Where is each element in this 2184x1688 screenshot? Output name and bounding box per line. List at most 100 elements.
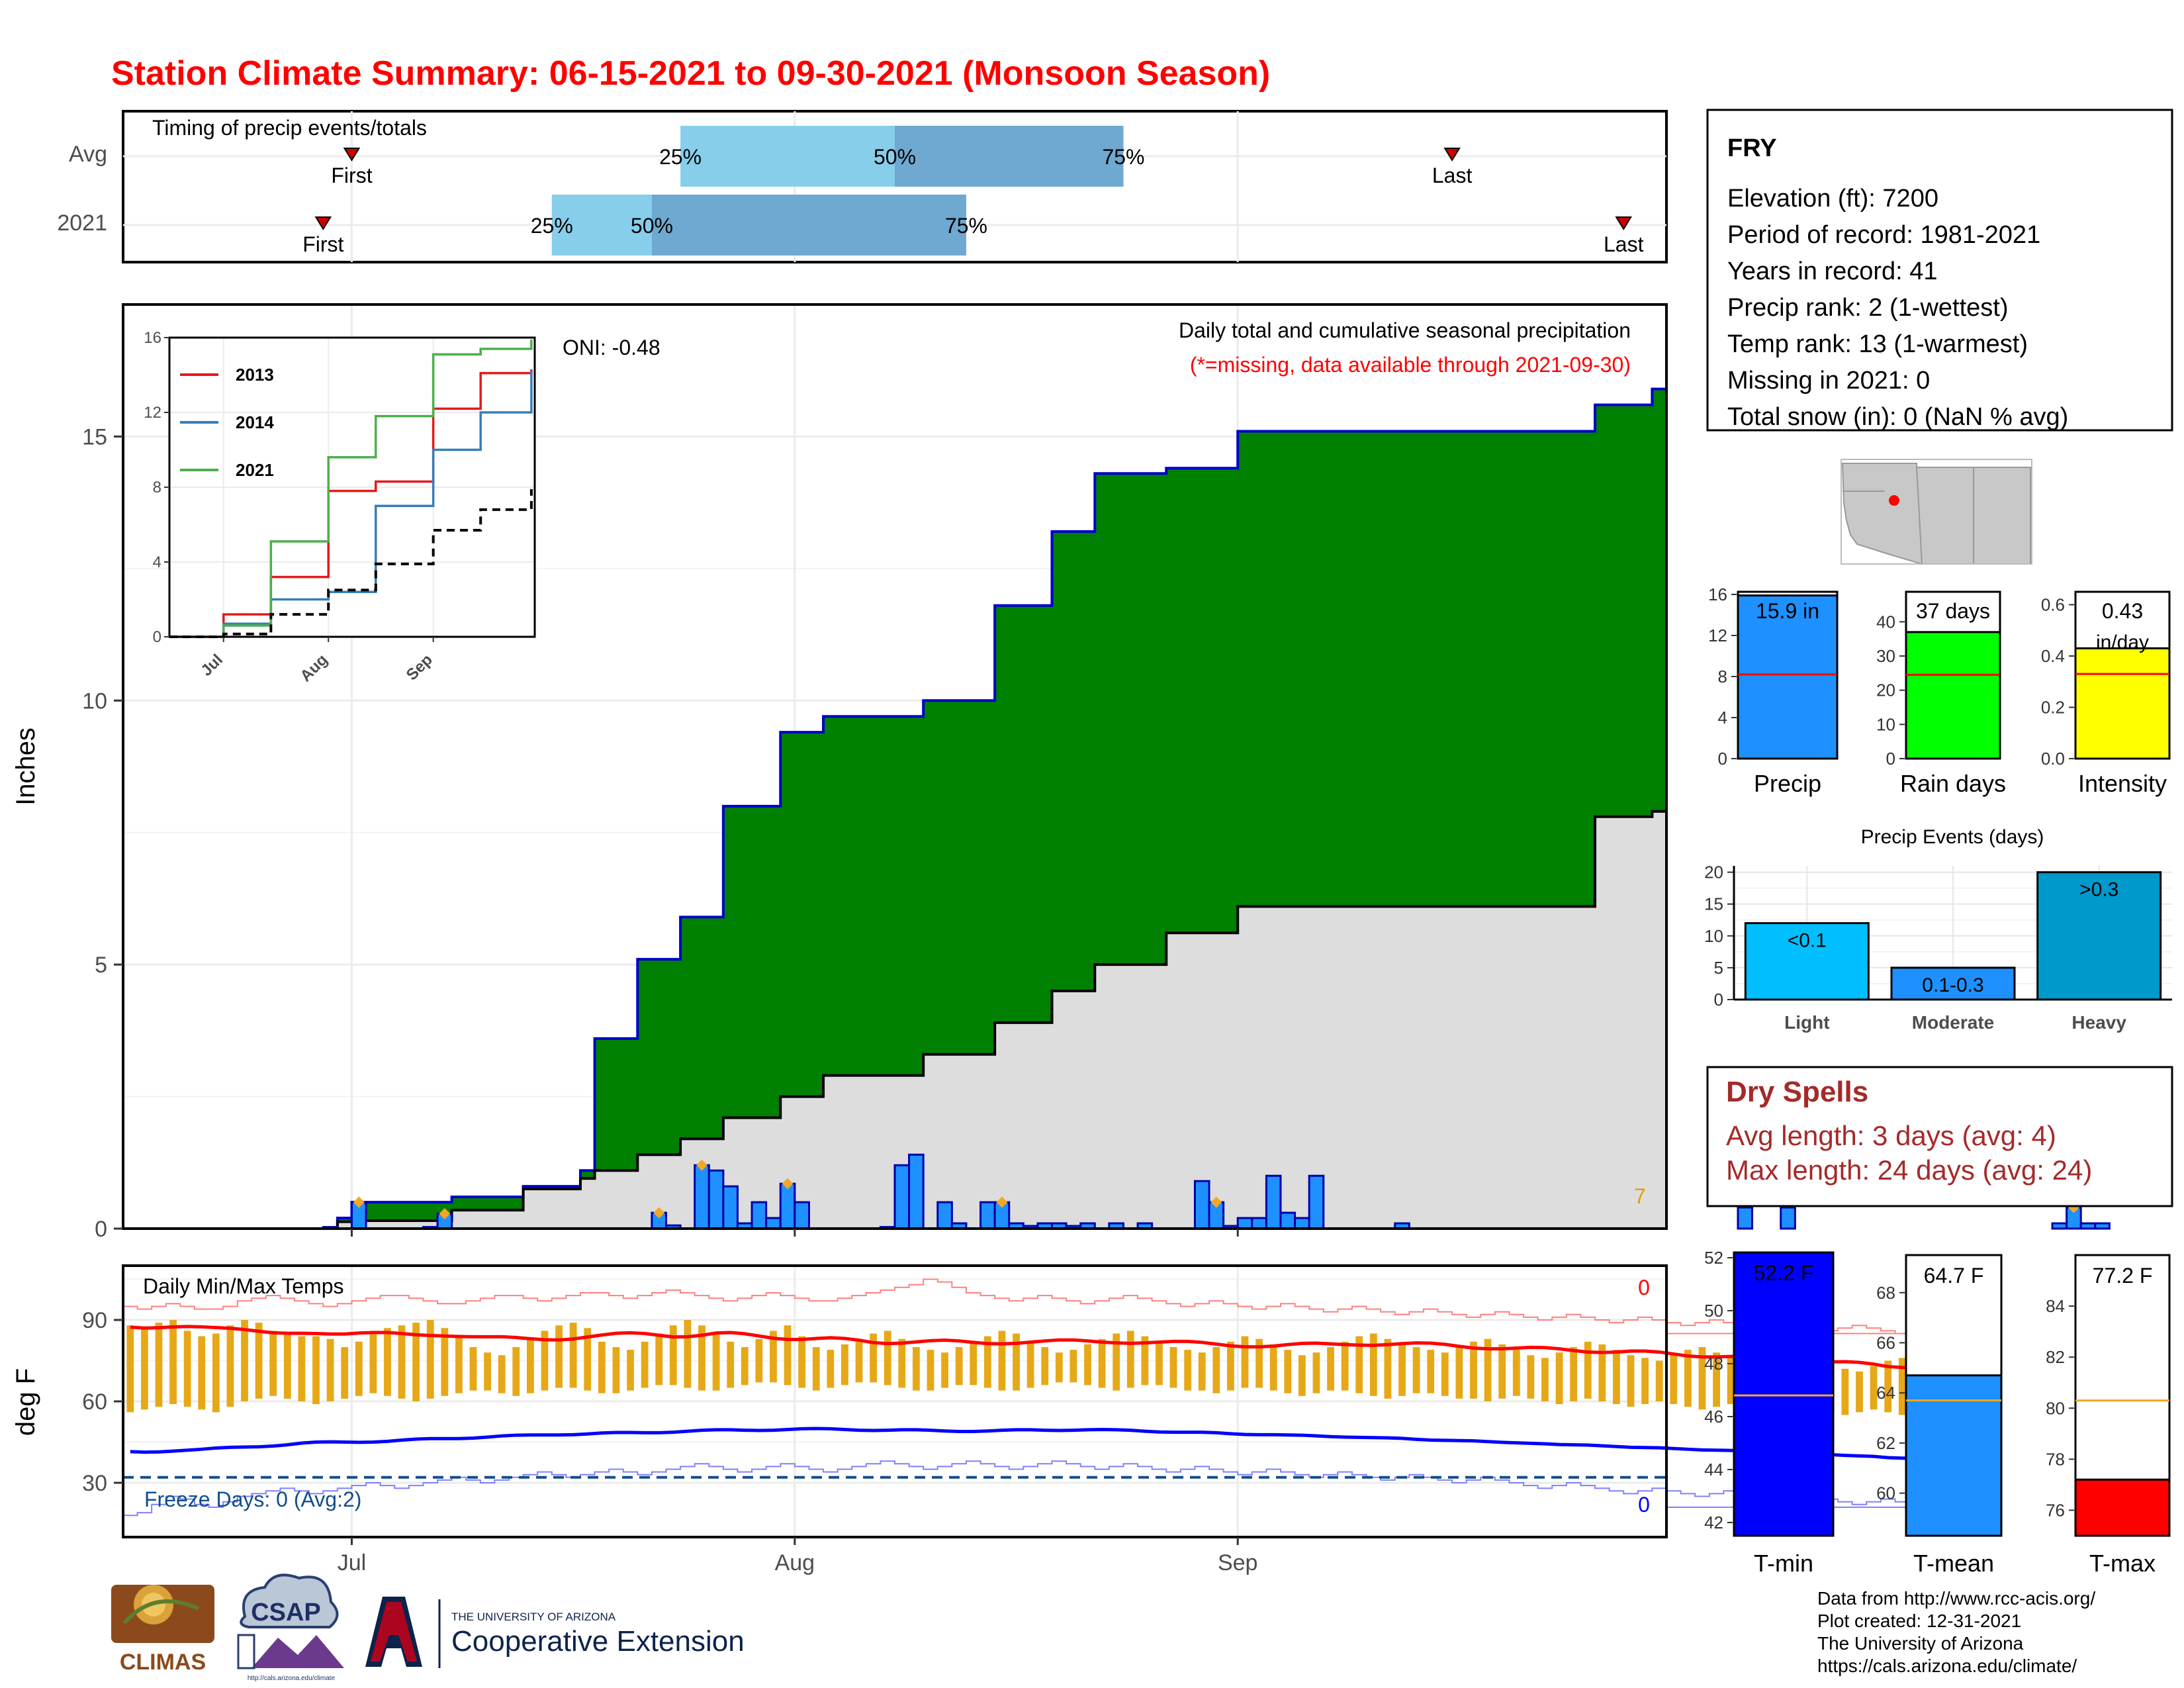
temp-summary-label-tmean: T-mean (1913, 1550, 1994, 1577)
inset-legend-label: 2013 (236, 365, 274, 385)
daily-temp-bar (1113, 1333, 1120, 1391)
daily-temp-bar (1156, 1341, 1163, 1385)
daily-precip-bar (893, 1164, 911, 1230)
temp-summary-tick-label: 52 (1704, 1248, 1723, 1268)
events-tick-label: 0 (1714, 990, 1723, 1009)
daily-temp-bar (198, 1336, 206, 1410)
station-name: FRY (1727, 134, 1777, 162)
daily-precip-marker (782, 1178, 794, 1190)
daily-temp-bar (612, 1347, 620, 1393)
daily-temp-bar (1655, 1360, 1663, 1401)
daily-temp-bar (1169, 1347, 1177, 1388)
daily-temp-bar (226, 1325, 234, 1407)
daily-temp-bar (1613, 1350, 1620, 1405)
precip-y-ticks: 0 5 10 15 (82, 424, 1239, 1242)
events-tick-label: 15 (1704, 894, 1723, 914)
daily-temp-bar (841, 1344, 848, 1385)
avg-max-temp-line (130, 1325, 1960, 1370)
station-location-marker (1889, 495, 1899, 506)
precip-events-chart: Precip Events (days) <0.1 Light 0.1-0.3 Mod… (1704, 826, 2172, 1033)
temp-summary-tick-label: 80 (2046, 1398, 2065, 1418)
freeze-days-label: Freeze Days: 0 (Avg:2) (144, 1487, 361, 1511)
temp-summary-tick-label: 68 (1876, 1283, 1895, 1303)
record-min-temp-line (123, 1460, 1953, 1517)
summary-bar-unit-intensity: in/day (2096, 632, 2149, 653)
timing-labels: 25% 50% 75% First Last 25% 50% 75% First Last (302, 145, 1643, 256)
daily-precip-bar (2079, 1222, 2097, 1230)
station-info-line: Years in record: 41 (1727, 258, 1938, 285)
temp-summary-value-tmean: 64.7 F (1924, 1264, 1984, 1288)
precip-events-title: Precip Events (days) (1861, 826, 2044, 848)
missing-note: (*=missing, data available through 2021-… (1190, 353, 1631, 377)
month-tick-label: Jul (338, 1550, 366, 1575)
daily-precip-bar (979, 1201, 996, 1230)
daily-temp-bar (1698, 1347, 1706, 1410)
temp-y-axis-label: deg F (11, 1368, 40, 1436)
inset-y-tick-label: 12 (144, 404, 161, 422)
summary-bar-tick-label: 30 (1876, 646, 1895, 666)
temp-summary-tick-label: 78 (2046, 1449, 2065, 1469)
daily-temp-bar (426, 1320, 434, 1399)
timing-q50-label: 50% (631, 214, 673, 238)
precip-event-bar-label: >0.3 (2079, 879, 2118, 901)
timing-marker-triangle (314, 216, 332, 230)
daily-temp-bar (1227, 1341, 1234, 1391)
month-tick-label: Sep (1218, 1550, 1258, 1575)
daily-precip-bar (1265, 1174, 1282, 1230)
daily-temp-bar (1255, 1338, 1263, 1388)
inset-lines (169, 339, 533, 638)
inset-y-tick-label: 0 (153, 628, 161, 646)
timing-marker-triangle (1443, 148, 1461, 162)
daily-precip-bar (694, 1164, 710, 1230)
timing-q25-label: 25% (531, 214, 573, 238)
daily-temp-bar (1241, 1336, 1249, 1388)
station-info-line: Missing in 2021: 0 (1727, 367, 1930, 395)
precip-panel: 0 5 10 15 Inches ONI: -0.48 Daily total and… (11, 303, 2111, 1242)
timing-q75-label: 75% (1102, 145, 1144, 169)
temp-y-tick-label: 60 (82, 1389, 107, 1415)
daily-temp-bar (798, 1336, 806, 1388)
inset-legend: 2013 2014 2021 (180, 365, 274, 480)
temp-count-top: 0 (1638, 1276, 1650, 1299)
footer-credit-line: Plot created: 12-31-2021 (1817, 1611, 2021, 1631)
daily-precip-bar (1251, 1217, 1267, 1230)
timing-marker-label: First (302, 232, 343, 256)
daily-precip-marker (653, 1207, 665, 1219)
x-axis-month-ticks: Jul Aug Sep (338, 1537, 1258, 1575)
summary-bar-tick-label: 4 (1718, 708, 1727, 727)
precip-y-tick-label: 0 (95, 1217, 107, 1242)
precip-event-category: Heavy (2071, 1012, 2126, 1033)
temp-summary-bars: 42 44 46 48 50 52 52.2 F T-min 60 62 64 66 68 64.7 F T… (1704, 1248, 2171, 1577)
station-info-line: Total snow (in): 0 (NaN % avg) (1727, 403, 2068, 431)
daily-temp-bar (1026, 1341, 1034, 1388)
station-info-line: Temp rank: 13 (1-warmest) (1727, 330, 2028, 358)
month-tick-label: Aug (775, 1550, 815, 1575)
summary-bars: 0 4 8 12 16 15.9 in Precip 0 10 20 30 40 37 days Rain… (1708, 585, 2171, 797)
temp-summary-tick-label: 50 (1704, 1301, 1723, 1321)
timing-panel: Timing of precip events/totals Avg 2021 … (57, 110, 1668, 263)
daily-precip-bar (751, 1201, 768, 1230)
summary-bar-label-intensity: Intensity (2078, 770, 2167, 797)
precip-subtitle: Daily total and cumulative seasonal prec… (1179, 318, 1631, 342)
precip-y-axis-label: Inches (11, 727, 40, 806)
summary-bar-tick-label: 12 (1708, 626, 1727, 645)
daily-temp-bar (870, 1333, 878, 1383)
daily-temp-bar (1856, 1371, 1863, 1413)
precip-event-bar-label: 0.1-0.3 (1922, 974, 1983, 996)
footer-credit-line: https://cals.arizona.edu/climate/ (1817, 1656, 2077, 1676)
temp-summary-tick-label: 60 (1876, 1483, 1895, 1503)
page-title: Station Climate Summary: 06-15-2021 to 0… (111, 54, 1270, 93)
daily-temp-bar (1126, 1331, 1134, 1388)
daily-precip-bar (1294, 1217, 1310, 1230)
daily-temp-bar (1455, 1347, 1463, 1399)
daily-temp-bar (241, 1320, 248, 1401)
temp-y-tick-label: 90 (82, 1308, 107, 1333)
daily-temp-bar (1441, 1352, 1449, 1396)
daily-temp-bar (1069, 1350, 1077, 1383)
inset-y-tick-label: 16 (144, 329, 161, 347)
precip-events-bars: <0.1 Light 0.1-0.3 Moderate >0.3 Heavy 0 5 10 15 2… (1704, 863, 2172, 1033)
daily-temp-bar (1269, 1344, 1277, 1391)
daily-precip-bar (1780, 1206, 1796, 1230)
daily-temp-bar (1055, 1352, 1063, 1383)
summary-bar-tick-label: 40 (1876, 612, 1895, 632)
